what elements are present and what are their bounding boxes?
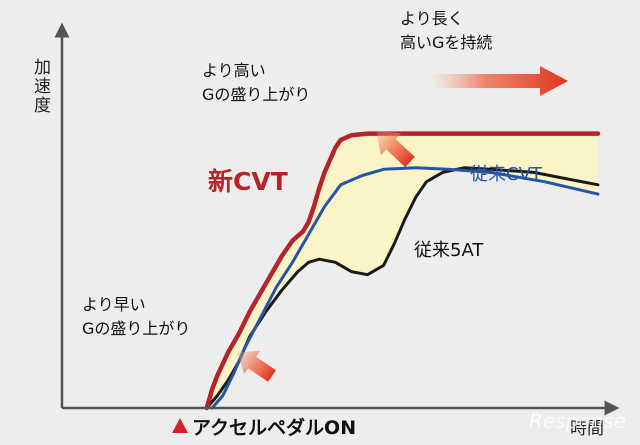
higher-rise-label-1: より高い [202,61,266,80]
series-label-5at: 従来5AT [414,240,484,261]
x-axis-label: 時間 [570,419,604,439]
improvement-band [206,133,598,408]
early-rise-label-2: Gの盛り上がり [82,319,190,338]
sustain-label-2: 高いGを持続 [400,33,492,52]
pedal-on-label: アクセルペダルON [192,416,356,439]
sustain-label-1: より長く [400,9,464,28]
sustain-arrow [430,66,568,96]
watermark: Response [529,409,626,433]
series-label-new-cvt: 新CVT [208,167,288,196]
higher-rise-label-2: Gの盛り上がり [202,85,310,104]
pedal-on-triangle-icon [172,418,188,433]
early-rise-arrow [237,350,276,382]
early-rise-label-1: より早い [82,295,146,314]
higher-rise-arrow [376,130,415,168]
y-axis-label: 加速度 [30,58,51,115]
series-label-old-cvt: 従来CVT [470,164,543,185]
